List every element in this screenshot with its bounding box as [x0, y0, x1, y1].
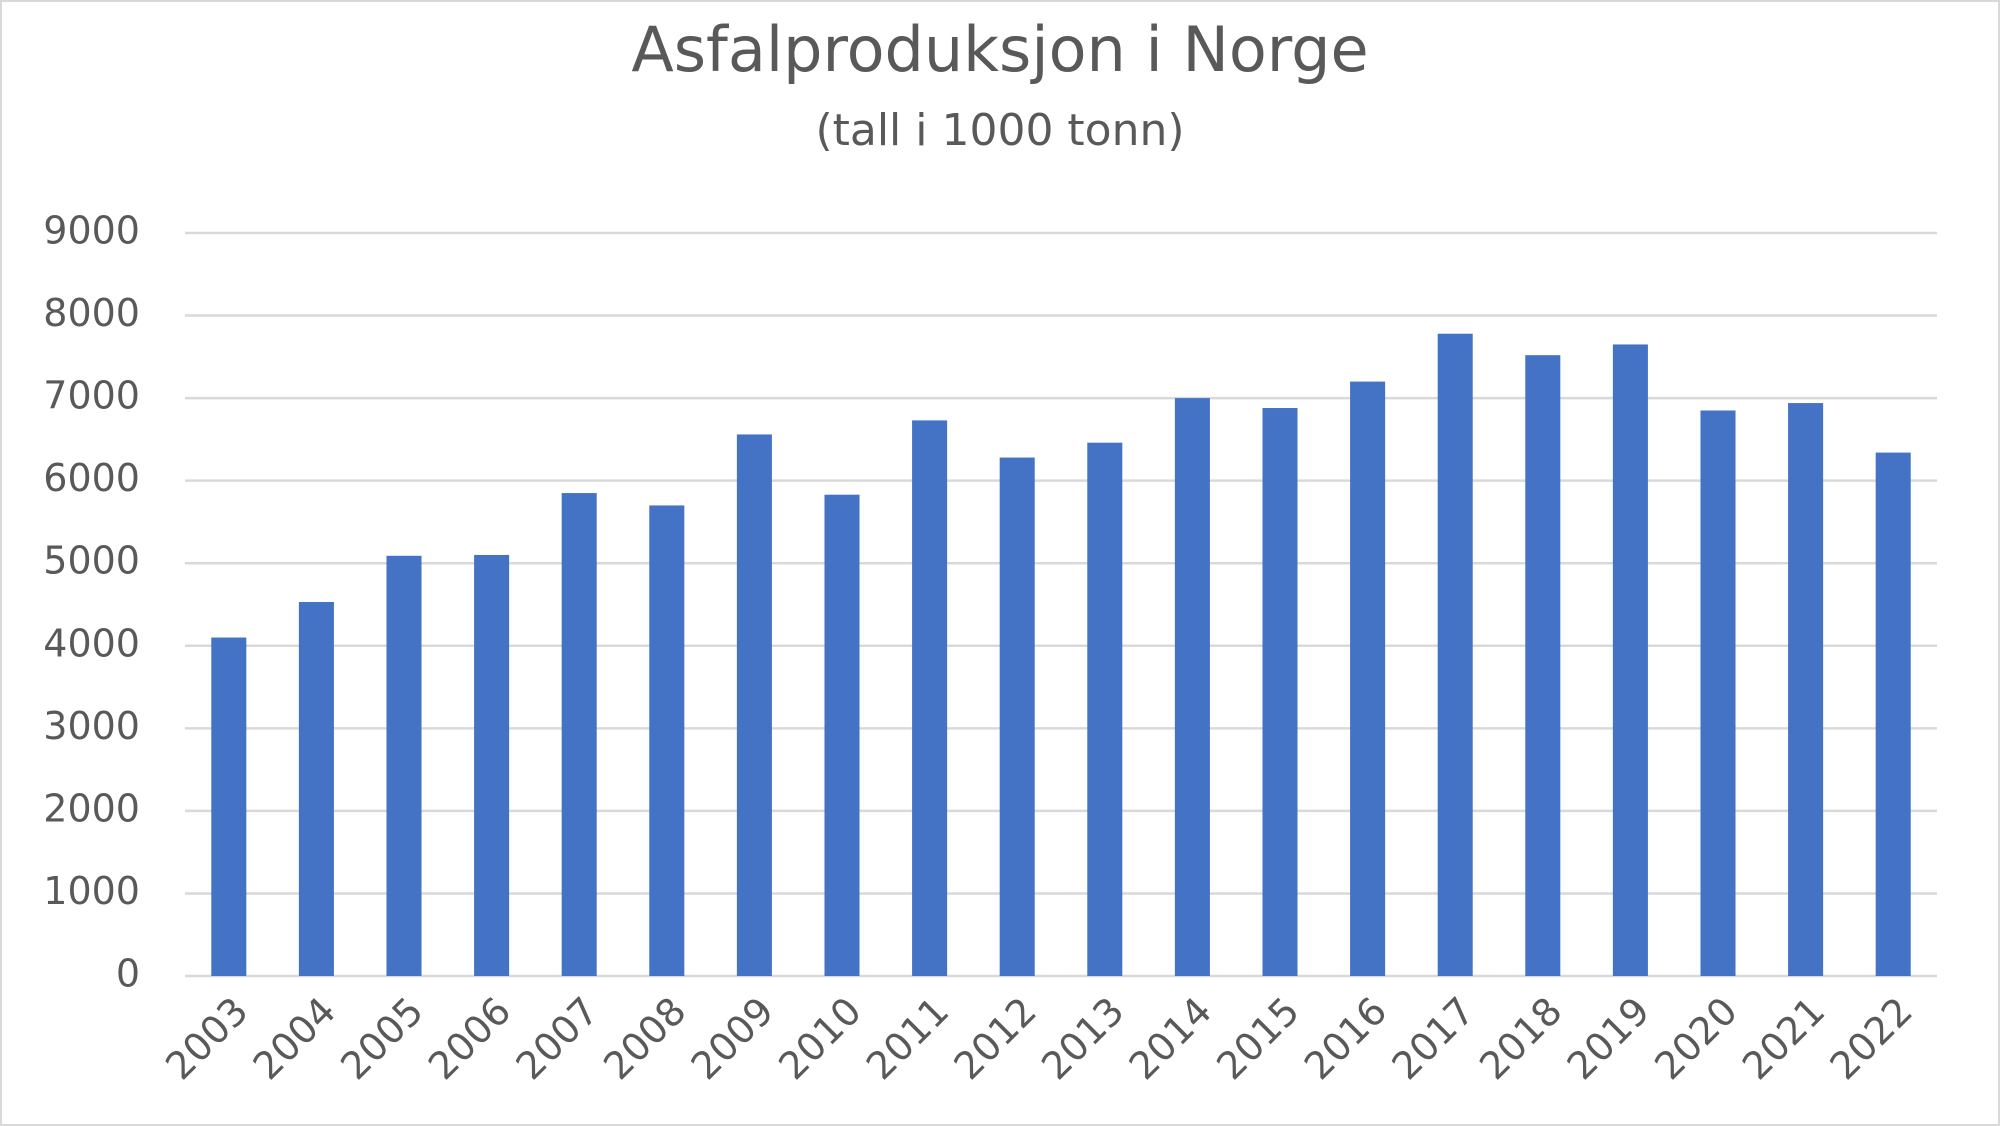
bar	[474, 554, 510, 976]
bar	[736, 434, 772, 976]
chart-title: Asfalproduksjon i Norge	[631, 13, 1368, 86]
bar	[386, 555, 422, 976]
bar	[912, 420, 948, 976]
y-tick-label: 7000	[43, 374, 140, 418]
y-tick-label: 8000	[43, 291, 140, 335]
bar	[1875, 452, 1911, 976]
bar	[649, 505, 685, 976]
y-tick-label: 6000	[43, 456, 140, 500]
y-tick-label: 9000	[43, 209, 140, 253]
bar	[1700, 410, 1736, 976]
bar	[561, 493, 597, 976]
bar	[999, 457, 1035, 976]
bar	[1174, 398, 1210, 977]
bar	[1087, 442, 1123, 976]
bar	[1525, 355, 1561, 976]
bar	[298, 602, 334, 976]
chart-subtitle: (tall i 1000 tonn)	[815, 105, 1184, 156]
y-tick-label: 0	[116, 952, 140, 996]
bar	[1262, 408, 1298, 976]
y-tick-label: 1000	[43, 869, 140, 913]
bar	[824, 494, 860, 976]
bar	[1350, 381, 1386, 977]
bar	[1612, 344, 1648, 976]
y-tick-label: 3000	[43, 704, 140, 748]
bar	[1788, 403, 1824, 976]
y-tick-label: 5000	[43, 539, 140, 583]
y-tick-label: 2000	[43, 786, 140, 830]
y-tick-label: 4000	[43, 621, 140, 665]
bar	[211, 637, 247, 976]
bar	[1437, 333, 1473, 976]
